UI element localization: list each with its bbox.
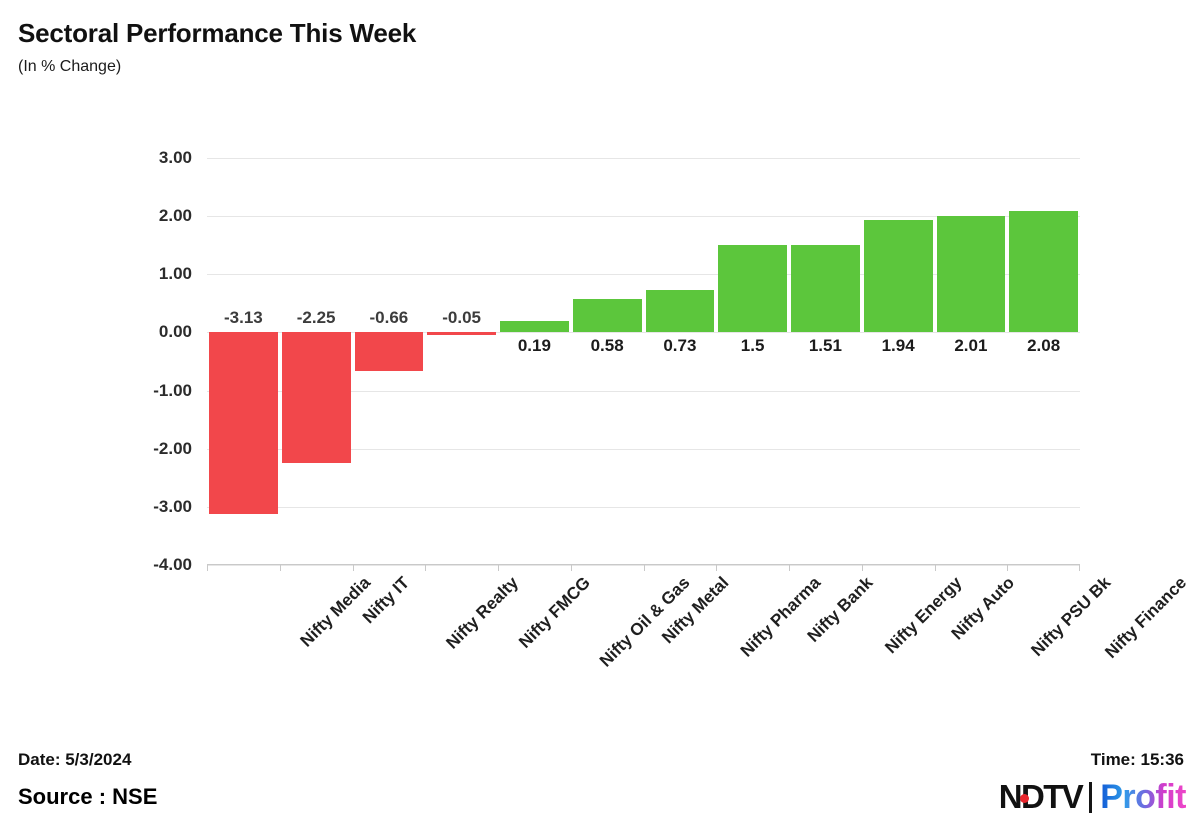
page-title: Sectoral Performance This Week [18, 18, 417, 48]
x-axis-label: Nifty Pharma [736, 573, 825, 661]
x-axis-tick [279, 565, 281, 571]
x-axis-tick [861, 565, 863, 571]
bar[interactable] [209, 332, 278, 515]
x-axis-tick [934, 565, 936, 571]
x-axis-line [207, 564, 1080, 565]
chart-plot-area: -3.13 -2.25 -0.66 -0.05 0.19 0.58 0.73 1.5 1.51 1… [207, 158, 1080, 571]
ndtv-text: NDTV [998, 778, 1084, 815]
x-axis-tick [1079, 565, 1080, 571]
y-axis-tick-label: -4.00 [153, 555, 192, 574]
x-axis-tick [789, 565, 790, 571]
gridline [207, 448, 1080, 450]
logo-divider [1089, 781, 1093, 813]
bar-value-label: 1.51 [808, 336, 842, 356]
bar[interactable] [281, 332, 351, 464]
gridline [207, 390, 1080, 392]
bar[interactable] [427, 332, 496, 336]
x-axis-label: Nifty FMCG [514, 573, 594, 652]
bar[interactable] [645, 289, 715, 333]
bar-value-label: 0.73 [663, 336, 697, 356]
x-axis-tick [425, 565, 427, 571]
footer-date: Date: 5/3/2024 [18, 750, 132, 769]
x-axis-tick [352, 565, 354, 571]
ndtv-wordmark: NDTV [998, 778, 1084, 816]
bar[interactable] [354, 332, 424, 371]
x-axis-label: Nifty Realty [442, 573, 523, 653]
gridline [207, 216, 1080, 218]
bar-value-label: 2.08 [1027, 336, 1061, 356]
footer-time: Time: 15:36 [1090, 750, 1184, 769]
footer-source: Source : NSE [18, 784, 158, 809]
bar-value-label: 1.94 [881, 336, 915, 356]
x-axis-tick [643, 565, 645, 571]
profit-wordmark: Profit [1100, 777, 1186, 816]
gridline [207, 332, 1080, 334]
bar-value-label: -0.66 [369, 308, 409, 328]
x-axis-tick [1007, 565, 1009, 571]
gridline [207, 158, 1080, 159]
bar[interactable] [500, 321, 569, 333]
y-axis-tick-label: 3.00 [158, 148, 192, 167]
x-axis-tick [716, 565, 718, 571]
bar[interactable] [572, 298, 642, 333]
bar-value-label: 2.01 [954, 336, 988, 356]
ndtv-red-dot-icon [1019, 794, 1029, 803]
gridline [207, 506, 1080, 508]
bar[interactable] [791, 244, 860, 333]
page-subtitle: (In % Change) [18, 58, 122, 75]
bar[interactable] [718, 245, 787, 333]
y-axis-tick-label: 0.00 [158, 322, 192, 342]
bar[interactable] [936, 215, 1006, 333]
y-axis-tick-label: -2.00 [153, 438, 192, 458]
x-axis-tick [207, 565, 208, 571]
y-axis-tick-label: -3.00 [153, 496, 192, 516]
bar[interactable] [863, 219, 933, 333]
y-axis-tick-label: 1.00 [158, 264, 192, 284]
bar[interactable] [1009, 211, 1078, 333]
bar-value-label: 0.58 [590, 336, 624, 356]
bar-value-label: -3.13 [224, 308, 263, 328]
bar-value-label: -0.05 [442, 308, 481, 328]
ndtv-profit-logo: NDTV Profit [998, 776, 1187, 818]
x-axis-tick [498, 565, 499, 571]
y-axis-tick-label: -1.00 [153, 380, 192, 400]
bar-value-label: 0.19 [517, 336, 551, 356]
x-axis-tick [570, 565, 572, 571]
x-axis-label: Nifty Energy [880, 573, 966, 658]
bar-value-label: -2.25 [296, 308, 336, 328]
gridline [207, 274, 1080, 276]
y-axis-tick-label: 2.00 [158, 206, 192, 226]
bar-value-label: 1.5 [740, 336, 765, 356]
